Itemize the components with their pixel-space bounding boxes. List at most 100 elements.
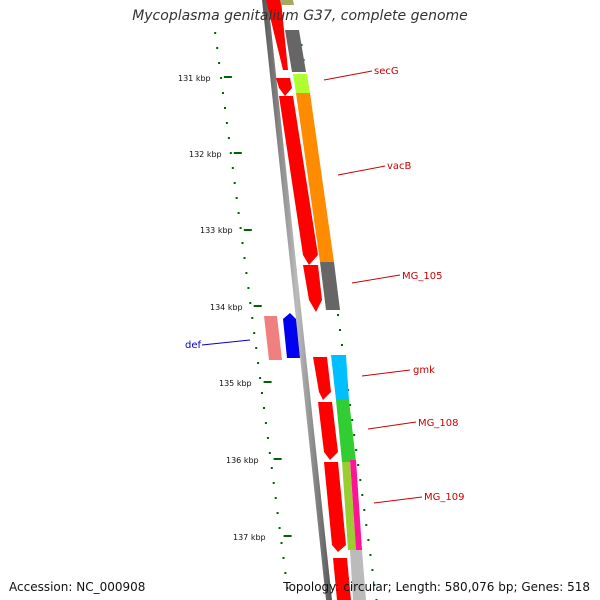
scale-dot bbox=[261, 392, 263, 394]
gene-label-mg105: MG_105 bbox=[402, 271, 442, 282]
scale-dot bbox=[229, 152, 232, 154]
scale-dot bbox=[369, 554, 372, 556]
scale-dot bbox=[214, 32, 217, 34]
scale-dot bbox=[253, 332, 256, 334]
scale-dot bbox=[339, 329, 341, 331]
scale-dot bbox=[284, 572, 287, 574]
scale-dot bbox=[268, 452, 271, 454]
scale-dot bbox=[233, 182, 236, 184]
cog-feature bbox=[293, 74, 310, 93]
map-title: Mycoplasma genitalium G37, complete geno… bbox=[132, 8, 468, 24]
gene-label-secg: secG bbox=[374, 66, 399, 77]
scale-dot bbox=[282, 557, 285, 559]
scale-tick bbox=[223, 76, 232, 78]
scale-dot bbox=[255, 347, 258, 349]
scale-label: 131 kbp bbox=[178, 74, 211, 83]
cog-feature bbox=[342, 462, 356, 550]
scale-label: 134 kbp bbox=[210, 303, 243, 312]
cog-feature bbox=[285, 30, 306, 72]
scale-dot bbox=[259, 377, 262, 379]
scale-dot bbox=[270, 467, 273, 469]
cds-feature bbox=[333, 558, 351, 600]
cog-feature bbox=[350, 550, 366, 600]
scale-dot bbox=[235, 197, 238, 199]
scale-dot bbox=[222, 92, 224, 94]
scale-dot bbox=[280, 542, 283, 544]
scale-dot bbox=[266, 437, 269, 439]
scale-dot bbox=[224, 107, 226, 109]
scale-dot bbox=[357, 464, 360, 466]
accession-text: Accession: NC_000908 bbox=[9, 580, 146, 594]
cog-feature bbox=[296, 93, 334, 262]
cds-feature bbox=[276, 78, 292, 96]
scale-tick bbox=[273, 458, 282, 460]
scale-dot bbox=[349, 404, 352, 406]
cog-track bbox=[280, 0, 366, 600]
scale-labels: 131 kbp 132 kbp 133 kbp 134 kbp 135 kbp … bbox=[178, 74, 266, 542]
scale-dot bbox=[257, 362, 260, 364]
scale-dot bbox=[231, 167, 234, 169]
scale-tick bbox=[233, 152, 242, 154]
scale-dot bbox=[218, 62, 221, 64]
cds-feature bbox=[303, 265, 322, 312]
cog-feature bbox=[320, 262, 340, 310]
cds-feature bbox=[324, 462, 346, 552]
scale-tick bbox=[243, 229, 252, 231]
scale-dot bbox=[341, 344, 343, 346]
scale-dot bbox=[365, 524, 368, 526]
cds-feature bbox=[318, 402, 338, 460]
gene-label-mg109: MG_109 bbox=[424, 492, 464, 503]
cog-feature bbox=[350, 460, 362, 550]
cog-feature bbox=[331, 355, 349, 400]
scale-tick bbox=[283, 535, 292, 537]
scale-dot bbox=[359, 479, 362, 481]
scale-dot bbox=[371, 569, 374, 571]
scale-dot bbox=[237, 212, 240, 214]
cog-feature bbox=[336, 400, 356, 462]
gene-label-vacb: vacB bbox=[387, 161, 412, 172]
cds-feature-def bbox=[264, 316, 282, 360]
scale-dot bbox=[351, 419, 354, 421]
scale-tick bbox=[253, 305, 262, 307]
cds-feature bbox=[313, 357, 331, 400]
scale-label: 137 kbp bbox=[233, 533, 266, 542]
gene-label-def: def bbox=[185, 340, 202, 351]
scale-label: 133 kbp bbox=[200, 226, 233, 235]
scale-dot bbox=[251, 317, 254, 319]
scale-dot bbox=[272, 482, 275, 484]
scale-dot bbox=[367, 539, 370, 541]
cds-track bbox=[264, 0, 351, 600]
scale-dot bbox=[274, 497, 277, 499]
scale-dot bbox=[286, 587, 289, 589]
scale-dot bbox=[363, 509, 366, 511]
scale-dot bbox=[225, 122, 228, 124]
scale-dot bbox=[355, 449, 358, 451]
genome-summary-text: Topology: circular; Length: 580,076 bp; … bbox=[283, 580, 590, 594]
scale-label: 136 kbp bbox=[226, 456, 259, 465]
scale-dot bbox=[337, 314, 339, 316]
scale-dot bbox=[278, 527, 281, 529]
gene-labels: secG vacB MG_105 def gmk MG_108 MG_109 bbox=[185, 66, 464, 503]
scale-dot bbox=[216, 47, 219, 49]
cog-feature bbox=[280, 0, 294, 5]
scale-dot bbox=[353, 434, 356, 436]
scale-label: 132 kbp bbox=[189, 150, 222, 159]
scale-dot bbox=[220, 77, 223, 79]
scale-dot bbox=[247, 287, 250, 289]
gene-label-mg108: MG_108 bbox=[418, 418, 458, 429]
scale-dot bbox=[249, 302, 252, 304]
cds-feature bbox=[266, 0, 288, 70]
scale-dot bbox=[264, 422, 267, 424]
gene-label-gmk: gmk bbox=[413, 365, 435, 376]
scale-tick bbox=[263, 381, 272, 383]
scale-dot bbox=[263, 407, 265, 409]
scale-label: 135 kbp bbox=[219, 379, 252, 388]
scale-dot bbox=[373, 584, 376, 586]
genome-backbone bbox=[262, 0, 332, 600]
scale-dot bbox=[239, 227, 242, 229]
scale-dot bbox=[276, 512, 279, 514]
gene-label-lines bbox=[201, 70, 423, 504]
scale-dot bbox=[243, 257, 246, 259]
